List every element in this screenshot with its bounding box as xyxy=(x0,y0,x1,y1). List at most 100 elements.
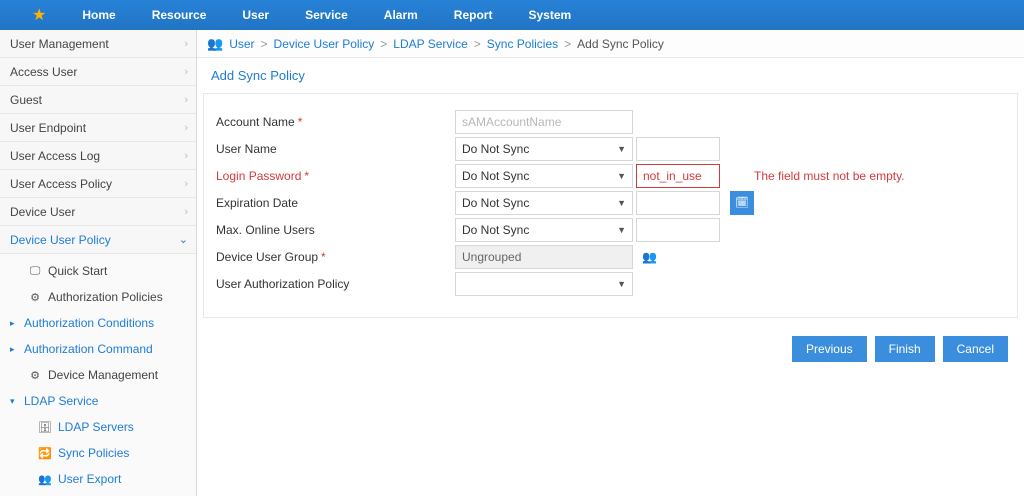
login-password-extra-input[interactable] xyxy=(636,164,720,188)
chevron-right-icon: › xyxy=(184,206,188,218)
nav-resource[interactable]: Resource xyxy=(134,0,225,30)
sidebar-item-user-management[interactable]: User Management › xyxy=(0,30,196,58)
chevron-right-icon: › xyxy=(184,122,188,134)
crumb-sep: > xyxy=(474,37,481,51)
row-user-auth-policy: User Authorization Policy ▼ xyxy=(212,270,1009,297)
sidebar-label: Device User xyxy=(10,205,75,219)
sidebar-label: User Access Log xyxy=(10,149,100,163)
cat-authorization-conditions[interactable]: ▸Authorization Conditions xyxy=(0,310,196,336)
label-max-online: Max. Online Users xyxy=(212,223,455,237)
sidebar-item-user-access-log[interactable]: User Access Log › xyxy=(0,142,196,170)
crumb-current: Add Sync Policy xyxy=(577,37,664,51)
row-account-name: Account Name* xyxy=(212,108,1009,135)
user-name-select[interactable]: Do Not Sync▼ xyxy=(455,137,633,161)
label-user-name: User Name xyxy=(212,142,455,156)
label-login-password: Login Password* xyxy=(212,169,455,183)
calendar-button[interactable]: 🗓 xyxy=(730,191,754,215)
page-title: Add Sync Policy xyxy=(197,58,1024,93)
sub-ldap-servers[interactable]: 🗄 LDAP Servers xyxy=(0,414,196,440)
sidebar-label: Device User Policy xyxy=(10,233,111,247)
max-online-select[interactable]: Do Not Sync▼ xyxy=(455,218,633,242)
sync-icon: 🔁 xyxy=(38,447,52,460)
sub-device-management[interactable]: ⚙Device Management xyxy=(0,362,196,388)
max-online-extra-input[interactable] xyxy=(636,218,720,242)
chevron-down-icon: ⌄ xyxy=(179,233,188,246)
sub-label: LDAP Servers xyxy=(58,420,134,434)
expiration-date-extra-input[interactable] xyxy=(636,191,720,215)
triangle-down-icon: ▾ xyxy=(10,396,20,407)
sub-authorization-policies[interactable]: ⚙Authorization Policies xyxy=(0,284,196,310)
main-content: 👥 User > Device User Policy > LDAP Servi… xyxy=(197,30,1024,496)
sidebar-label: User Management xyxy=(10,37,109,51)
servers-icon: 🗄 xyxy=(38,421,52,434)
crumb-device-user-policy[interactable]: Device User Policy xyxy=(274,37,375,51)
export-icon: 👥 xyxy=(38,473,52,486)
chevron-right-icon: › xyxy=(184,38,188,50)
group-picker-icon[interactable]: 👥 xyxy=(642,250,657,264)
finish-button[interactable]: Finish xyxy=(875,336,935,362)
crumb-sync-policies[interactable]: Sync Policies xyxy=(487,37,558,51)
sub-label: Sync Policies xyxy=(58,446,129,460)
sidebar-item-guest[interactable]: Guest› xyxy=(0,86,196,114)
sidebar-subitems: 🖵Quick Start ⚙Authorization Policies ▸Au… xyxy=(0,254,196,496)
chevron-right-icon: › xyxy=(184,66,188,78)
label-user-auth-policy: User Authorization Policy xyxy=(212,277,455,291)
chevron-down-icon: ▼ xyxy=(617,144,626,154)
sub-quick-start[interactable]: 🖵 Quick Start xyxy=(0,258,196,284)
nav-alarm[interactable]: Alarm xyxy=(366,0,436,30)
form-card: Account Name* User Name Do Not Sync▼ Log… xyxy=(203,93,1018,318)
user-group-icon: 👥 xyxy=(207,36,223,52)
sub-label: Quick Start xyxy=(48,264,107,278)
triangle-right-icon: ▸ xyxy=(10,344,20,355)
sub-label: Authorization Policies xyxy=(48,290,163,304)
action-bar: Previous Finish Cancel xyxy=(197,318,1024,380)
crumb-ldap-service[interactable]: LDAP Service xyxy=(393,37,467,51)
cancel-button[interactable]: Cancel xyxy=(943,336,1008,362)
expiration-date-select[interactable]: Do Not Sync▼ xyxy=(455,191,633,215)
nav-user[interactable]: User xyxy=(224,0,287,30)
login-password-error: The field must not be empty. xyxy=(754,169,905,183)
nav-report[interactable]: Report xyxy=(436,0,511,30)
monitor-icon: 🖵 xyxy=(28,265,42,278)
sidebar-item-user-access-policy[interactable]: User Access Policy › xyxy=(0,170,196,198)
sidebar-label: Access User xyxy=(10,65,77,79)
sub-user-export[interactable]: 👥 User Export xyxy=(0,466,196,492)
sidebar-item-device-user[interactable]: Device User › xyxy=(0,198,196,226)
row-expiration-date: Expiration Date Do Not Sync▼ 🗓 xyxy=(212,189,1009,216)
device-group-select: Ungrouped xyxy=(455,245,633,269)
sidebar-label: User Access Policy xyxy=(10,177,112,191)
sidebar-label: User Endpoint xyxy=(10,121,86,135)
row-user-name: User Name Do Not Sync▼ xyxy=(212,135,1009,162)
user-auth-policy-select[interactable]: ▼ xyxy=(455,272,633,296)
sub-label: User Export xyxy=(58,472,121,486)
triangle-right-icon: ▸ xyxy=(10,318,20,329)
star-icon[interactable]: ★ xyxy=(32,5,46,25)
chevron-down-icon: ▼ xyxy=(617,171,626,181)
sidebar-item-user-endpoint[interactable]: User Endpoint › xyxy=(0,114,196,142)
sidebar-item-access-user[interactable]: Access User › xyxy=(0,58,196,86)
crumb-sep: > xyxy=(380,37,387,51)
crumb-user[interactable]: User xyxy=(229,37,254,51)
login-password-select[interactable]: Do Not Sync▼ xyxy=(455,164,633,188)
row-max-online: Max. Online Users Do Not Sync▼ xyxy=(212,216,1009,243)
chevron-right-icon: › xyxy=(184,178,188,190)
nav-system[interactable]: System xyxy=(510,0,589,30)
top-navbar: ★ Home Resource User Service Alarm Repor… xyxy=(0,0,1024,30)
chevron-right-icon: › xyxy=(184,94,188,106)
account-name-input[interactable] xyxy=(455,110,633,134)
previous-button[interactable]: Previous xyxy=(792,336,867,362)
label-expiration-date: Expiration Date xyxy=(212,196,455,210)
nav-service[interactable]: Service xyxy=(287,0,366,30)
cat-label: LDAP Service xyxy=(24,394,98,408)
sidebar-item-device-user-policy[interactable]: Device User Policy ⌄ xyxy=(0,226,196,254)
label-account-name: Account Name* xyxy=(212,115,455,129)
cat-ldap-service[interactable]: ▾ LDAP Service xyxy=(0,388,196,414)
chevron-right-icon: › xyxy=(184,150,188,162)
cat-authorization-command[interactable]: ▸Authorization Command xyxy=(0,336,196,362)
chevron-down-icon: ▼ xyxy=(617,198,626,208)
user-name-extra-input[interactable] xyxy=(636,137,720,161)
sub-sync-policies[interactable]: 🔁 Sync Policies xyxy=(0,440,196,466)
device-icon: ⚙ xyxy=(28,369,42,382)
nav-home[interactable]: Home xyxy=(64,0,133,30)
chevron-down-icon: ▼ xyxy=(617,225,626,235)
